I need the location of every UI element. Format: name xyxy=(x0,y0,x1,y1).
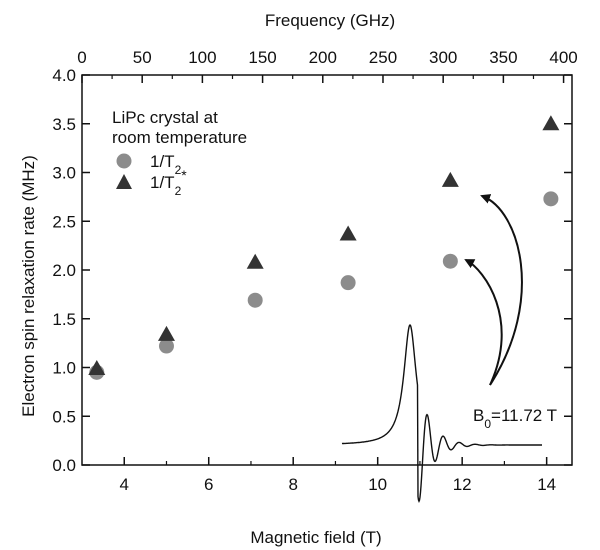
point-triangle-1/T2* xyxy=(339,225,357,241)
epr-inset: B0=11.72 T xyxy=(341,194,557,504)
top-tick-label: 350 xyxy=(489,48,517,67)
y-tick-label: 1.0 xyxy=(52,359,76,378)
legend-label-base: 1/T xyxy=(150,173,175,192)
y-tick-label: 2.5 xyxy=(52,212,76,231)
field-annotation-base: B xyxy=(473,406,484,425)
legend-label-base: 1/T xyxy=(150,152,175,171)
top-tick-label: 200 xyxy=(309,48,337,67)
top-axis-title: Frequency (GHz) xyxy=(265,11,395,30)
top-tick-label: 0 xyxy=(77,48,86,67)
x-tick-label: 14 xyxy=(537,475,556,494)
y-tick-label: 0.0 xyxy=(52,456,76,475)
x-axis-title: Magnetic field (T) xyxy=(250,528,381,547)
legend-marker-triangle xyxy=(116,174,132,189)
y-tick-label: 0.5 xyxy=(52,407,76,426)
arrow-to-t2star-point xyxy=(480,194,523,386)
legend-title-line2: room temperature xyxy=(112,128,247,147)
top-tick-label: 250 xyxy=(369,48,397,67)
x-tick-label: 6 xyxy=(204,475,213,494)
y-tick-label: 3.5 xyxy=(52,115,76,134)
legend-label-sub: 2 xyxy=(175,184,182,198)
point-circle-1/T2 xyxy=(442,253,458,269)
point-circle-1/T2 xyxy=(247,292,263,308)
labels: Magnetic field (T) Frequency (GHz) Elect… xyxy=(19,11,395,547)
arrow-to-t2-point xyxy=(464,259,503,386)
top-tick-label: 400 xyxy=(549,48,577,67)
y-tick-label: 1.5 xyxy=(52,310,76,329)
x-tick-label: 12 xyxy=(453,475,472,494)
point-triangle-1/T2* xyxy=(246,253,264,269)
field-annotation-sub: 0 xyxy=(484,417,491,431)
point-triangle-1/T2* xyxy=(441,171,459,187)
legend-label-0: 1/T2 xyxy=(150,152,182,177)
epr-lineshape xyxy=(341,324,542,504)
top-tick-label: 100 xyxy=(188,48,216,67)
legend-label-1: 1/T2* xyxy=(150,167,187,198)
point-triangle-1/T2* xyxy=(88,360,106,375)
legend-label-sub: 2 xyxy=(175,163,182,177)
legend-title-line1: LiPc crystal at xyxy=(112,108,218,127)
point-triangle-1/T2* xyxy=(542,115,560,131)
y-tick-label: 3.0 xyxy=(52,164,76,183)
x-tick-label: 8 xyxy=(288,475,297,494)
data-marks xyxy=(88,115,560,380)
point-circle-1/T2 xyxy=(543,191,559,207)
top-tick-label: 50 xyxy=(133,48,152,67)
x-tick-label: 10 xyxy=(368,475,387,494)
top-tick-label: 300 xyxy=(429,48,457,67)
legend-label-sup: * xyxy=(181,167,187,183)
field-annotation: B0=11.72 T xyxy=(473,406,557,431)
y-axis-title: Electron spin relaxation rate (MHz) xyxy=(19,155,38,417)
axes: 4 6 8 10 12 14 0 50 100 150 200 250 300 350 400 0.0 0.5 1… xyxy=(52,48,577,494)
point-circle-1/T2 xyxy=(340,275,356,291)
y-tick-label: 4.0 xyxy=(52,66,76,85)
point-circle-1/T2 xyxy=(158,338,174,354)
legend-marker-circle xyxy=(116,153,132,169)
point-triangle-1/T2* xyxy=(157,325,175,341)
top-tick-label: 150 xyxy=(248,48,276,67)
x-tick-label: 4 xyxy=(120,475,129,494)
field-annotation-rest: =11.72 T xyxy=(491,406,557,425)
y-tick-label: 2.0 xyxy=(52,261,76,280)
